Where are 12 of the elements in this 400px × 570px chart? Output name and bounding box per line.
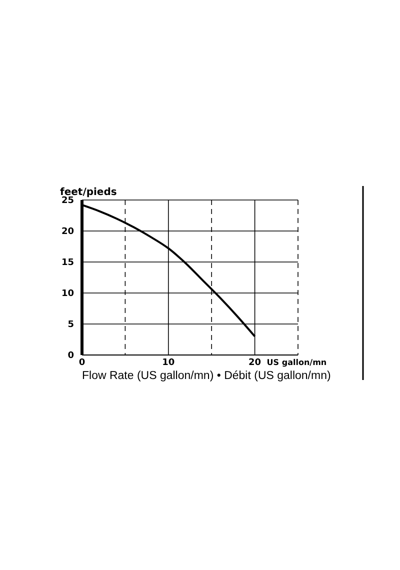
x-tick-label: 0 xyxy=(78,358,86,368)
y-tick-label: 5 xyxy=(68,320,74,330)
y-tick-label: 15 xyxy=(61,258,74,268)
y-tick-label: 0 xyxy=(68,351,74,362)
y-axis-title: feet/pieds xyxy=(60,187,117,198)
y-tick-label: 20 xyxy=(61,227,74,238)
text: US gallon/mn xyxy=(266,358,327,367)
x-tick-label: 10 xyxy=(162,358,175,368)
y-tick-label: 25 xyxy=(61,196,74,206)
x-tick-label: 20 xyxy=(248,358,262,368)
y-tick-label: 10 xyxy=(61,289,74,300)
x-axis-title: Flow Rate (US gallon/mn) • Débit (US gallon/mn) xyxy=(82,370,331,382)
